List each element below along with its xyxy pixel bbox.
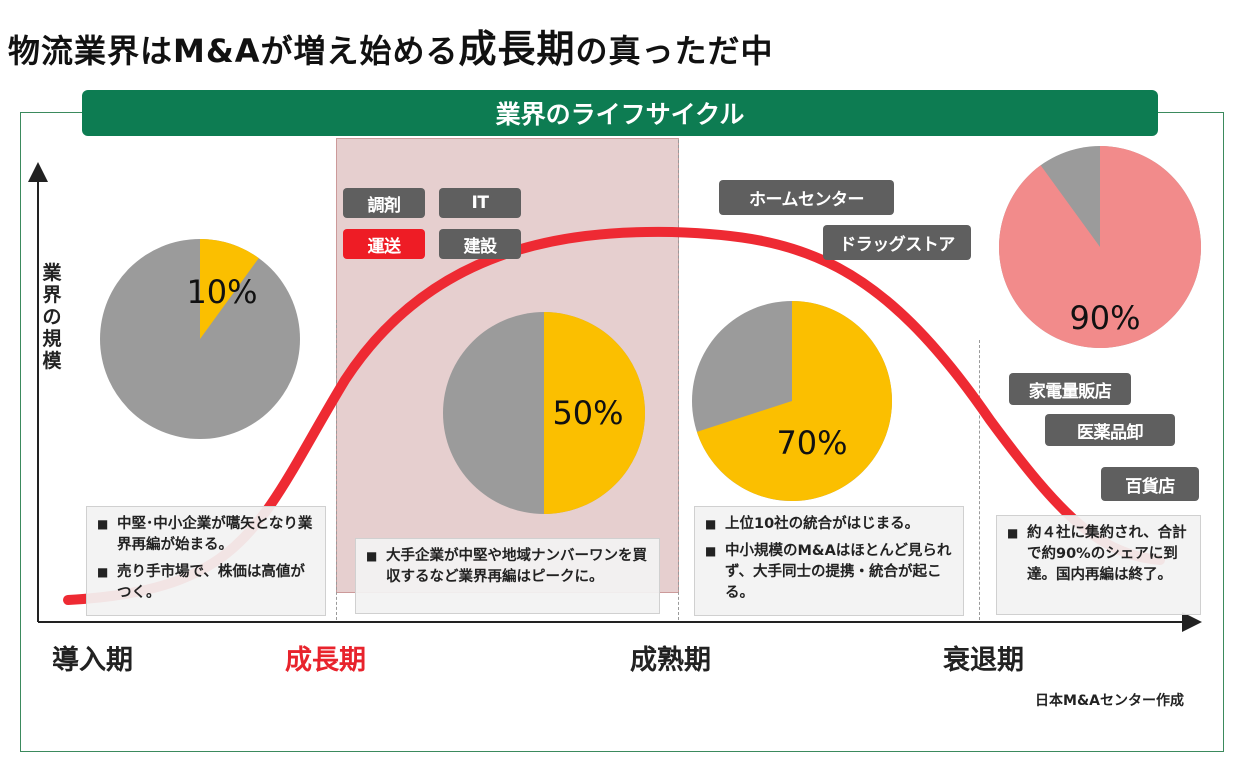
note-maturity: ■ 上位10社の統合がはじまる。 ■ 中小規模のM&Aはほとんど見られず、大手同士の…	[694, 506, 964, 616]
bullet: ■	[705, 544, 717, 558]
pie-label-maturity: 70%	[776, 424, 848, 462]
phase-maturity: 成熟期	[630, 645, 711, 676]
pie-slice-share	[200, 239, 259, 339]
note-text: 売り手市場で、株価は高値がつく。	[117, 564, 305, 601]
tag-home-center: ホームセンター	[719, 180, 894, 215]
note-text: 大手企業が中堅や地域ナンバーワンを買収するなど業界再編はピークに。	[386, 548, 647, 585]
tag-transport: 運送	[343, 229, 425, 259]
bullet: ■	[1007, 526, 1019, 540]
phase-divider	[678, 140, 679, 620]
pie-label-intro: 10%	[186, 273, 258, 311]
bullet: ■	[97, 517, 109, 531]
bullet: ■	[705, 517, 717, 531]
note-decline: ■ 約４社に集約され、合計で約90%のシェアに到達。国内再編は終了。	[996, 515, 1201, 615]
pie-label-decline: 90%	[1069, 299, 1141, 337]
pie-maturity	[692, 301, 892, 501]
phase-divider	[336, 320, 337, 620]
bullet: ■	[97, 565, 109, 579]
note-text: 中堅･中小企業が嚆矢となり業界再編が始まる。	[117, 516, 313, 553]
title-text-emphasis: 成長期	[458, 27, 576, 71]
tag-electronics-retail: 家電量販店	[1009, 373, 1131, 405]
source-credit: 日本M&Aセンター作成	[1035, 693, 1184, 709]
tag-dispensing: 調剤	[343, 188, 425, 218]
pie-slice-share	[696, 301, 892, 501]
tag-department-store: 百貨店	[1101, 467, 1199, 501]
note-intro: ■ 中堅･中小企業が嚆矢となり業界再編が始まる。 ■ 売り手市場で、株価は高値がつく…	[86, 506, 326, 616]
note-growth: ■ 大手企業が中堅や地域ナンバーワンを買収するなど業界再編はピークに。	[355, 538, 660, 614]
phase-divider	[979, 340, 980, 620]
note-item: ■ 売り手市場で、株価は高値がつく。	[97, 562, 317, 604]
note-item: ■ 中小規模のM&Aはほとんど見られず、大手同士の提携・統合が起こる。	[705, 541, 955, 604]
note-text: 上位10社の統合がはじまる。	[725, 516, 920, 532]
y-axis-label: 業 界 の 規 模	[40, 262, 64, 372]
note-item: ■ 中堅･中小企業が嚆矢となり業界再編が始まる。	[97, 514, 317, 556]
pie-intro	[100, 239, 300, 439]
bullet: ■	[366, 549, 378, 563]
tag-drugstore: ドラッグストア	[823, 225, 971, 260]
phase-introduction: 導入期	[52, 645, 133, 676]
phase-decline: 衰退期	[943, 645, 1024, 676]
note-item: ■ 大手企業が中堅や地域ナンバーワンを買収するなど業界再編はピークに。	[366, 546, 651, 588]
lifecycle-curve	[63, 226, 1165, 605]
tag-it: IT	[439, 188, 521, 218]
pie-slice-share	[998, 146, 1201, 348]
tag-construction: 建設	[439, 229, 521, 259]
y-axis-label-char: 模	[42, 350, 62, 372]
page-title: 物流業界はM&Aが増え始める成長期の真っただ中	[8, 18, 774, 73]
pie-decline	[998, 146, 1201, 348]
y-axis-label-char: 規	[42, 328, 62, 350]
title-text-2: の真っただ中	[575, 32, 774, 70]
lifecycle-banner: 業界のライフサイクル	[82, 90, 1158, 136]
pie-label-growth: 50%	[552, 394, 624, 432]
pie-growth	[443, 312, 645, 514]
y-axis-label-char: 界	[42, 284, 62, 306]
note-text: 約４社に集約され、合計で約90%のシェアに到達。国内再編は終了。	[1027, 525, 1187, 583]
tag-pharma-wholesale: 医薬品卸	[1045, 414, 1175, 446]
pie-slice-share	[544, 312, 645, 514]
note-text: 中小規模のM&Aはほとんど見られず、大手同士の提携・統合が起こる。	[725, 543, 952, 601]
pie-layer	[100, 146, 1201, 514]
note-item: ■ 上位10社の統合がはじまる。	[705, 514, 955, 535]
title-text-1: 物流業界はM&Aが増え始める	[8, 32, 459, 70]
note-item: ■ 約４社に集約され、合計で約90%のシェアに到達。国内再編は終了。	[1007, 523, 1192, 586]
phase-growth: 成長期	[285, 645, 366, 676]
y-axis-label-char: 業	[42, 262, 62, 284]
y-axis-label-char: の	[42, 306, 62, 328]
